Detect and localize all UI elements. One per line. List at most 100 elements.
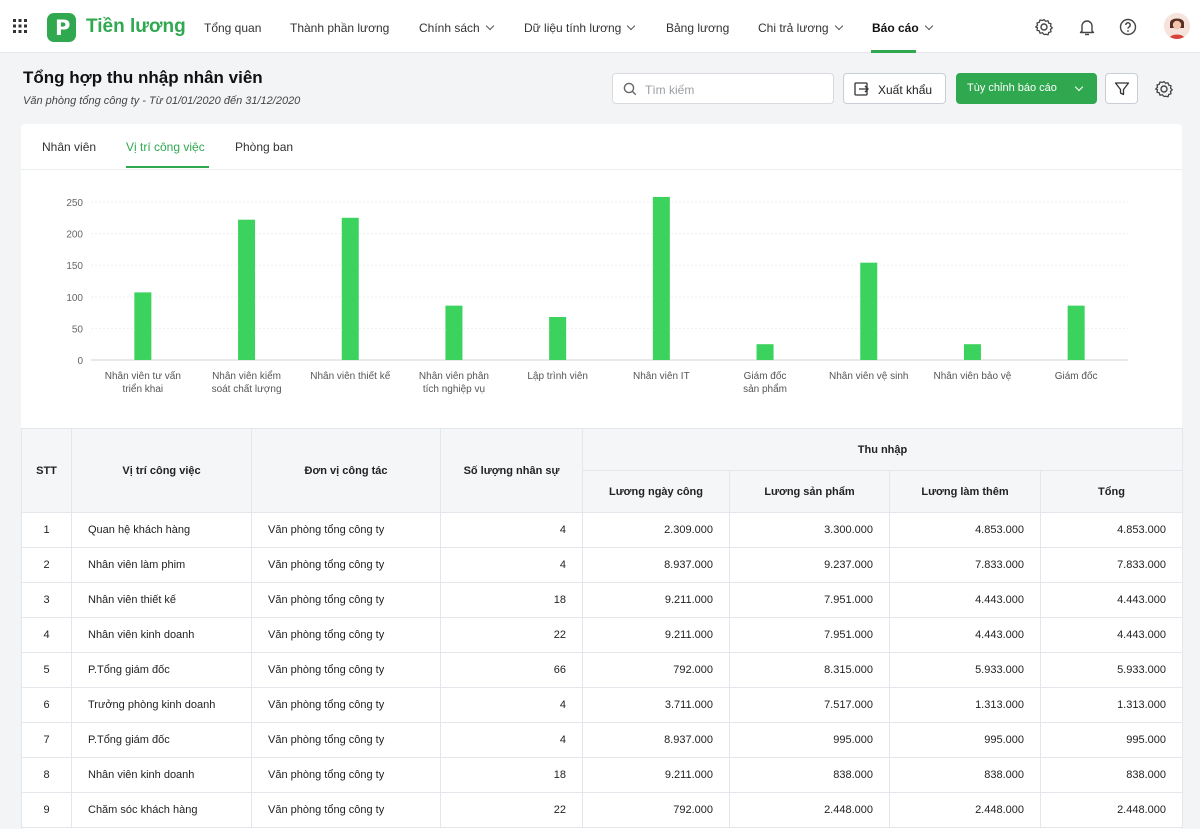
apps-grid-icon[interactable] <box>12 18 28 34</box>
nav-item-thanh-phan-luong[interactable]: Thành phần lương <box>290 21 389 35</box>
filter-button[interactable] <box>1105 73 1138 104</box>
y-tick-label: 200 <box>66 230 83 241</box>
table-row[interactable]: 3 Nhân viên thiết kế Văn phòng tổng công… <box>21 582 1183 618</box>
y-tick-label: 50 <box>72 324 84 335</box>
chevron-down-icon <box>485 21 494 31</box>
cell-stt: 9 <box>21 792 72 828</box>
cell-unit: Văn phòng tổng công ty <box>251 757 441 793</box>
nav-item-bao-cao[interactable]: Báo cáo <box>872 21 933 35</box>
bell-icon[interactable] <box>1077 17 1097 37</box>
tab-vi-tri-cong-viec[interactable]: Vị trí công việc <box>126 140 205 154</box>
export-button[interactable]: Xuất khẩu <box>843 73 946 104</box>
table-row[interactable]: 9 Chăm sóc khách hàng Văn phòng tổng côn… <box>21 792 1183 828</box>
bar <box>963 344 981 360</box>
nav-item-du-lieu-tinh-luong[interactable]: Dữ liệu tính lương <box>524 21 636 35</box>
nav-item-bang-luong[interactable]: Bảng lương <box>666 21 729 35</box>
chevron-down-icon <box>924 21 933 31</box>
y-tick-label: 0 <box>77 356 83 367</box>
cell-unit: Văn phòng tổng công ty <box>251 512 441 548</box>
tab-active-indicator <box>126 166 209 168</box>
cell-total: 5.933.000 <box>1040 652 1183 688</box>
nav-label: Thành phần lương <box>290 21 390 35</box>
bar <box>652 196 670 360</box>
cell-product-pay: 995.000 <box>729 722 890 758</box>
x-tick-label: Nhân viên vệ sinh <box>829 371 909 382</box>
customize-report-button[interactable]: Tùy chỉnh báo cáo <box>956 73 1097 104</box>
x-tick-label: Nhân viên phân <box>419 371 489 382</box>
header-income: Thu nhập <box>582 428 1183 471</box>
x-tick-label: Lập trình viên <box>527 371 588 382</box>
table-row[interactable]: 8 Nhân viên kinh doanh Văn phòng tổng cô… <box>21 757 1183 793</box>
x-tick-label: Nhân viên bảo vệ <box>934 371 1012 382</box>
cell-total: 7.833.000 <box>1040 547 1183 583</box>
settings-gear-icon[interactable] <box>1034 17 1054 37</box>
nav-label: Tổng quan <box>204 21 262 35</box>
cell-stt: 1 <box>21 512 72 548</box>
tab-nhan-vien[interactable]: Nhân viên <box>42 140 97 154</box>
page-title: Tổng hợp thu nhập nhân viên <box>23 68 263 87</box>
cell-day-pay: 792.000 <box>582 792 730 828</box>
header-position: Vị trí công việc <box>71 428 252 513</box>
cell-overtime-pay: 2.448.000 <box>889 792 1041 828</box>
chevron-down-icon <box>1074 82 1084 92</box>
cell-total: 4.853.000 <box>1040 512 1183 548</box>
export-label: Xuất khẩu <box>878 83 933 97</box>
filter-icon <box>1114 82 1130 96</box>
nav-label: Dữ liệu tính lương <box>524 21 622 35</box>
table-row[interactable]: 6 Trưởng phòng kinh doanh Văn phòng tổng… <box>21 687 1183 723</box>
search-icon <box>623 82 637 96</box>
cell-count: 4 <box>440 512 583 548</box>
cell-day-pay: 9.211.000 <box>582 617 730 653</box>
cell-count: 66 <box>440 652 583 688</box>
nav-item-tong-quan[interactable]: Tổng quan <box>204 21 261 35</box>
tab-phong-ban[interactable]: Phòng ban <box>235 140 294 154</box>
table-row[interactable]: 7 P.Tổng giám đốc Văn phòng tổng công ty… <box>21 722 1183 758</box>
x-tick-label: Nhân viên IT <box>633 371 690 382</box>
cell-unit: Văn phòng tổng công ty <box>251 687 441 723</box>
cell-stt: 3 <box>21 582 72 618</box>
cell-day-pay: 2.309.000 <box>582 512 730 548</box>
search-input[interactable]: Tìm kiếm <box>612 73 834 104</box>
app-name[interactable]: Tiền lương <box>86 16 186 37</box>
y-tick-label: 250 <box>66 198 83 209</box>
cell-count: 18 <box>440 757 583 793</box>
x-tick-label: Nhân viên thiết kế <box>310 370 390 382</box>
table-row[interactable]: 4 Nhân viên kinh doanh Văn phòng tổng cô… <box>21 617 1183 653</box>
x-tick-label: triển khai <box>123 383 164 395</box>
cell-product-pay: 2.448.000 <box>729 792 890 828</box>
report-settings-gear-icon[interactable] <box>1154 79 1174 99</box>
table-row[interactable]: 1 Quan hệ khách hàng Văn phòng tổng công… <box>21 512 1183 548</box>
table-row[interactable]: 5 P.Tổng giám đốc Văn phòng tổng công ty… <box>21 652 1183 688</box>
table-row[interactable]: 2 Nhân viên làm phim Văn phòng tổng công… <box>21 547 1183 583</box>
cell-position: Nhân viên kinh doanh <box>71 617 252 653</box>
bar <box>549 317 567 360</box>
help-circle-icon[interactable] <box>1118 17 1138 37</box>
cell-day-pay: 792.000 <box>582 652 730 688</box>
cell-stt: 8 <box>21 757 72 793</box>
cell-unit: Văn phòng tổng công ty <box>251 722 441 758</box>
cell-overtime-pay: 4.443.000 <box>889 582 1041 618</box>
nav-active-indicator <box>871 50 916 53</box>
user-avatar[interactable] <box>1164 13 1190 39</box>
x-tick-label: tích nghiệp vụ <box>423 384 485 395</box>
x-tick-label: Giám đốc <box>744 370 787 382</box>
cell-total: 4.443.000 <box>1040 617 1183 653</box>
logo-letter: P <box>55 16 71 40</box>
y-tick-label: 100 <box>66 293 83 304</box>
nav-item-chi-tra-luong[interactable]: Chi trả lương <box>758 21 843 35</box>
app-logo-icon[interactable]: P <box>47 13 76 42</box>
cell-stt: 2 <box>21 547 72 583</box>
cell-total: 4.443.000 <box>1040 582 1183 618</box>
income-table: STT Vị trí công việc Đơn vị công tác Số … <box>21 428 1183 828</box>
header-product-pay: Lương sản phẩm <box>729 470 890 513</box>
top-navbar: P Tiền lương Tổng quan Thành phần lương … <box>0 0 1200 53</box>
cell-stt: 7 <box>21 722 72 758</box>
cell-count: 4 <box>440 722 583 758</box>
bar <box>860 262 878 360</box>
cell-stt: 5 <box>21 652 72 688</box>
cell-product-pay: 7.951.000 <box>729 582 890 618</box>
bar <box>445 305 463 360</box>
x-tick-label: Giám đốc <box>1055 370 1098 382</box>
nav-item-chinh-sach[interactable]: Chính sách <box>419 21 494 35</box>
